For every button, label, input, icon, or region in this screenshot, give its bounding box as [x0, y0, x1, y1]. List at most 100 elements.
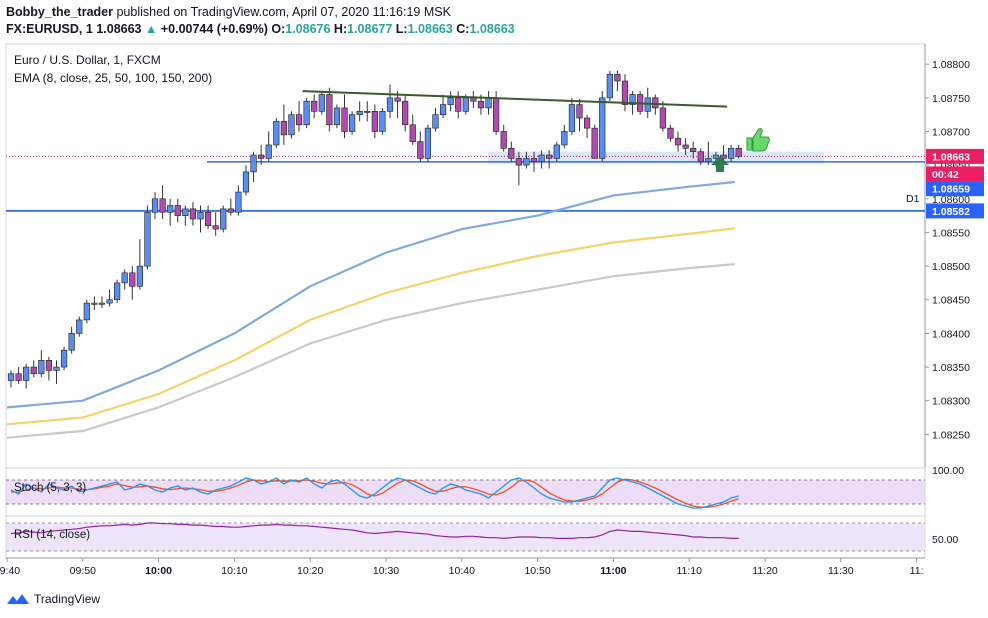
chart-header: Bobby_the_trader published on TradingVie… — [6, 4, 515, 38]
candle-body — [333, 107, 341, 126]
low-label: L: — [395, 22, 408, 36]
y-tick-label: 1.08700 — [932, 126, 970, 138]
x-tick-label: 10:00 — [145, 565, 172, 577]
rsi-legend: RSI (14, close) — [14, 529, 90, 541]
y-tick-label: 1.08750 — [932, 93, 970, 105]
candle-body — [144, 211, 151, 267]
candle-body — [288, 114, 295, 136]
d1-label: D1 — [906, 193, 920, 205]
stoch-level-label: 100.00 — [932, 465, 964, 477]
candle-body — [121, 272, 128, 284]
x-tick-label: 11:00 — [600, 565, 626, 577]
x-tick-label: 10:20 — [297, 565, 323, 577]
candle-body — [690, 148, 697, 152]
candle-body — [136, 265, 143, 287]
candle-body — [652, 97, 659, 109]
candle-body — [98, 302, 106, 305]
stoch-legend: Stoch (5, 3, 3) — [14, 482, 86, 494]
candle-body — [7, 373, 15, 381]
candle-body — [76, 319, 83, 334]
x-tick-label: 11:10 — [676, 565, 702, 577]
candle-body — [159, 198, 166, 213]
candle-body — [204, 211, 212, 227]
symbol-label[interactable]: FX:EURUSD, 1 — [6, 22, 93, 36]
candle-body — [265, 144, 272, 159]
candle-body — [91, 302, 98, 305]
footer-brand[interactable]: TradingView — [6, 592, 100, 606]
candle-body — [348, 114, 356, 132]
x-tick-label: 10:10 — [221, 565, 247, 577]
candle-body — [273, 121, 280, 146]
y-tick-label: 1.08450 — [932, 295, 970, 307]
up-arrow-marker-icon — [711, 156, 729, 172]
candle-body — [129, 272, 136, 287]
open-label: O: — [271, 22, 286, 36]
candle-body — [30, 366, 37, 375]
candle-body — [212, 225, 219, 230]
candle-body — [735, 148, 742, 157]
candle-body — [83, 302, 90, 321]
close-value: 1.08663 — [469, 22, 515, 36]
candle-body — [402, 100, 409, 126]
y-tick-label: 1.08250 — [932, 429, 970, 441]
candle-body — [530, 158, 538, 163]
candle-body — [493, 97, 500, 132]
candle-body — [417, 141, 424, 159]
candle-body — [356, 111, 363, 115]
ema-legend: EMA (8, close, 25, 50, 100, 150, 200) — [14, 71, 212, 85]
candle-body — [364, 111, 371, 113]
stoch-band — [6, 480, 925, 504]
x-tick-label: 11:20 — [752, 565, 778, 577]
candle-body — [250, 154, 257, 173]
candle-body — [167, 205, 174, 213]
candle-body — [455, 97, 462, 112]
price-tag-label: 1.08659 — [932, 184, 970, 196]
x-tick-label: 09:50 — [70, 565, 96, 577]
x-tick-label: 11: — [910, 565, 924, 577]
candle-body — [38, 360, 45, 375]
tradingview-logo-icon — [7, 594, 29, 604]
candle-body — [621, 80, 629, 105]
candle-body — [242, 171, 250, 193]
candle-body — [151, 198, 159, 213]
x-tick-label: 10:50 — [524, 565, 550, 577]
chart-legend-title: Euro / U.S. Dollar, 1, FXCM — [14, 53, 161, 67]
candle-body — [409, 124, 416, 142]
candle-body — [561, 131, 568, 146]
candle-body — [182, 208, 189, 216]
published-text: published on TradingView.com, April 07, … — [112, 5, 451, 19]
price-tag-label: 1.08582 — [932, 206, 970, 218]
candle-body — [53, 366, 60, 371]
candle-body — [727, 148, 735, 159]
y-tick-label: 1.08800 — [932, 59, 970, 71]
candle-body — [508, 148, 515, 159]
candle-body — [682, 144, 689, 149]
rsi-line — [10, 522, 739, 540]
candle-body — [303, 100, 310, 126]
candle-body — [295, 114, 303, 126]
candle-body — [523, 158, 530, 166]
candle-body — [280, 121, 287, 136]
candle-body — [439, 104, 447, 115]
candle-body — [606, 73, 613, 99]
price-change: +0.00744 (+0.69%) — [160, 22, 268, 36]
up-arrow-icon: ▲ — [144, 22, 158, 36]
candle-body — [576, 104, 583, 119]
ema-line-1 — [6, 180, 735, 409]
high-label: H: — [333, 22, 348, 36]
candle-body — [659, 107, 666, 129]
candle-body — [674, 137, 682, 146]
candle-body — [386, 97, 394, 112]
candle-body — [318, 94, 325, 112]
author-name[interactable]: Bobby_the_trader — [6, 5, 113, 19]
candle-body — [45, 360, 52, 371]
candle-body — [697, 151, 704, 163]
candle-body — [258, 154, 265, 159]
low-value: 1.08663 — [407, 22, 453, 36]
candle-body — [379, 111, 386, 132]
candle-body — [174, 205, 181, 216]
y-tick-label: 1.08400 — [932, 328, 970, 340]
ema-line-2 — [6, 227, 735, 426]
high-value: 1.08677 — [347, 22, 393, 36]
